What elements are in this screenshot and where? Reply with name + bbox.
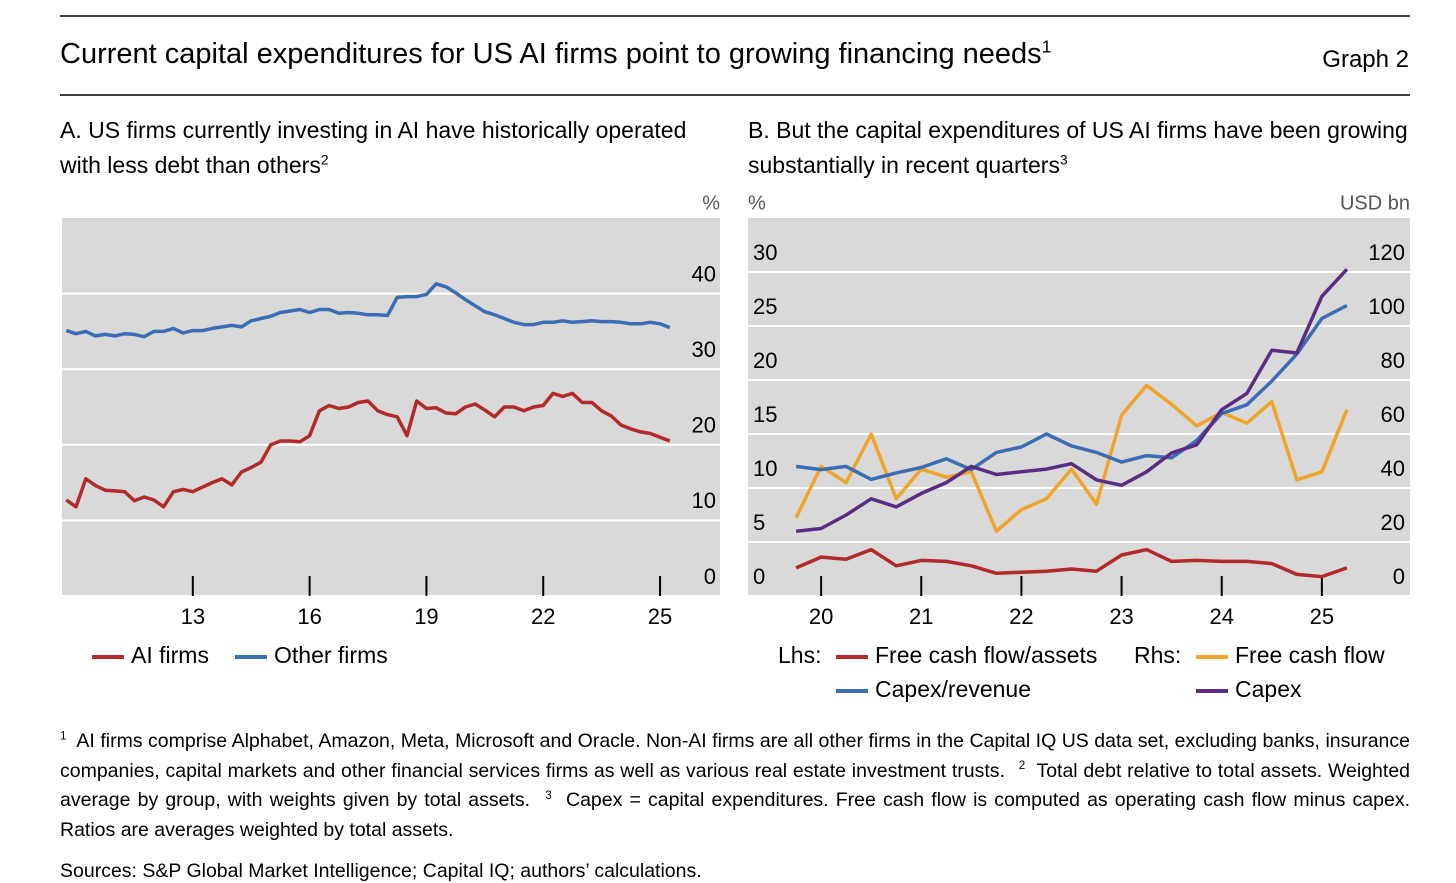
x-tick-label: 19 <box>414 604 438 629</box>
footnote-text: Total debt relative to total assets. Wei… <box>60 759 1411 812</box>
x-tick-label: 22 <box>531 604 555 629</box>
title: Current capital expenditures for US AI f… <box>60 38 1051 71</box>
panel-title: A. US firms currently investing in AI ha… <box>60 113 700 183</box>
title-text: Current capital expenditures for US AI f… <box>60 38 1042 70</box>
y2-unit: USD bn <box>1340 192 1410 214</box>
legend-group: Lhs: <box>778 642 821 668</box>
legend-label: Capex/revenue <box>875 676 1031 702</box>
y-tick-label: 10 <box>753 456 777 481</box>
panel-title-text: A. US firms currently investing in AI ha… <box>60 117 687 178</box>
y2-tick-label: 80 <box>1381 348 1405 373</box>
y-tick-label: 40 <box>692 261 716 286</box>
plot-area <box>62 218 720 596</box>
x-tick-label: 13 <box>181 604 205 629</box>
footnote-text: AI firms comprise Alphabet, Amazon, Meta… <box>60 730 1411 782</box>
legend-label: Other firms <box>274 642 388 668</box>
title-note: 1 <box>1041 36 1052 57</box>
series-line <box>65 391 671 509</box>
x-tick-label: 20 <box>809 604 833 629</box>
series-line <box>795 303 1348 482</box>
y-tick-label: 20 <box>692 413 716 438</box>
y2-tick-label: 60 <box>1381 402 1405 427</box>
x-tick-label: 21 <box>909 604 933 629</box>
x-tick-label: 25 <box>1310 604 1334 629</box>
x-tick-label: 25 <box>648 604 672 629</box>
x-tick-label: 16 <box>297 604 321 629</box>
y-tick-label: 20 <box>753 348 777 373</box>
footnote-mark: 3 <box>545 788 552 802</box>
panel-title-text: B. But the capital expenditures of US AI… <box>748 117 1408 178</box>
y-unit: % <box>748 192 766 214</box>
x-tick-label: 24 <box>1209 604 1233 629</box>
panel-title-note: 2 <box>320 152 329 168</box>
y-tick-label: 30 <box>692 337 716 362</box>
y2-tick-label: 0 <box>1393 564 1405 589</box>
x-tick-label: 22 <box>1009 604 1033 629</box>
plot-area <box>748 218 1410 596</box>
footnotes: 1 AI firms comprise Alphabet, Amazon, Me… <box>60 727 1410 845</box>
y2-tick-label: 20 <box>1381 510 1405 535</box>
series-line <box>795 268 1349 533</box>
legend-label: Free cash flow <box>1235 642 1385 668</box>
footnote-text: Capex = capital expenditures. Free cash … <box>60 789 1410 841</box>
panel-title: B. But the capital expenditures of US AI… <box>748 113 1413 183</box>
y-unit: % <box>702 192 720 214</box>
footnote-mark: 2 <box>1018 759 1026 772</box>
y-tick-label: 25 <box>753 294 777 319</box>
series-line <box>795 547 1348 579</box>
series-line <box>794 383 1349 533</box>
y-tick-label: 15 <box>753 402 777 427</box>
legend-group: Rhs: <box>1134 642 1181 668</box>
sources: Sources: S&P Global Market Intelligence;… <box>60 860 702 882</box>
legend-label: Free cash flow/assets <box>875 642 1097 668</box>
y2-tick-label: 120 <box>1368 240 1405 265</box>
y-tick-label: 10 <box>692 488 716 513</box>
y2-tick-label: 40 <box>1381 456 1405 481</box>
panel-title-note: 3 <box>1059 152 1068 168</box>
footnote-mark: 1 <box>60 729 67 743</box>
y2-tick-label: 100 <box>1368 294 1405 319</box>
y-tick-label: 0 <box>704 564 716 589</box>
legend-label: Capex <box>1235 676 1302 702</box>
x-tick-label: 23 <box>1109 604 1133 629</box>
series-line <box>65 282 671 339</box>
legend-label: AI firms <box>131 642 209 668</box>
y-tick-label: 30 <box>753 240 777 265</box>
graph-label: Graph 2 <box>1322 46 1409 73</box>
y-tick-label: 5 <box>753 510 765 535</box>
y-tick-label: 0 <box>753 564 765 589</box>
